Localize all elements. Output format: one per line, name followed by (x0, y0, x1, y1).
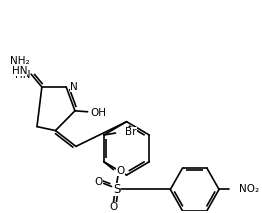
Text: HN: HN (15, 70, 30, 80)
Text: NO₂: NO₂ (238, 184, 259, 194)
Text: HN: HN (12, 66, 27, 76)
Text: O: O (116, 166, 125, 176)
Text: O: O (110, 202, 118, 212)
Text: OH: OH (91, 108, 107, 118)
Text: S: S (113, 183, 120, 196)
Text: NH₂: NH₂ (10, 56, 29, 66)
Text: O: O (95, 177, 103, 187)
Text: Br: Br (125, 127, 137, 137)
Text: N: N (70, 82, 78, 92)
